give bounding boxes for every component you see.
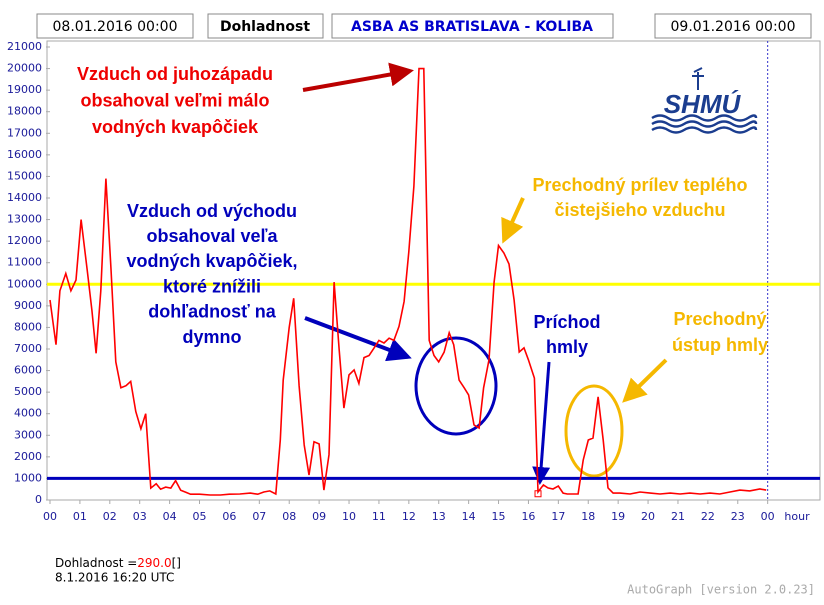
series-line: [49, 67, 767, 496]
plot-frame: [46, 40, 821, 501]
annotation: vodných kvapôčiek: [92, 117, 259, 137]
annotation: vodných kvapôčiek,: [126, 251, 297, 271]
x-tick-label: 10: [342, 510, 356, 523]
start-time: 08.01.2016 00:00: [53, 19, 178, 35]
readout: Dohladnost =290.0[]: [55, 556, 181, 570]
logo-waves: [651, 114, 758, 134]
start-box: [36, 13, 194, 39]
y-tick-label: 13000: [7, 213, 42, 226]
annotation: ústup hmly: [672, 335, 768, 355]
y-tick-label: 14000: [7, 191, 42, 204]
cursor-marker: [534, 490, 542, 498]
readout-value: 290.0: [137, 556, 171, 570]
annotation: obsahoval veľmi málo: [81, 90, 270, 110]
station-box: [331, 13, 614, 39]
x-tick-label: 16: [521, 510, 535, 523]
y-tick-label: 3000: [14, 428, 42, 441]
arrows: [302, 62, 668, 485]
x-tick-label: 07: [252, 510, 266, 523]
y-tick-label: 20000: [7, 62, 42, 75]
arrow: [302, 62, 414, 92]
x-tick-label: 15: [492, 510, 506, 523]
x-axis-unit: hour: [784, 510, 810, 523]
annotation: Vzduch od východu: [127, 201, 297, 221]
y-tick-label: 9000: [14, 299, 42, 312]
annotation: Prechodný: [673, 309, 766, 329]
arrow: [501, 197, 525, 244]
annotation: Vzduch od juhozápadu: [77, 64, 273, 84]
arrow: [622, 358, 668, 403]
y-tick-label: 15000: [7, 169, 42, 182]
annotation: dymno: [182, 327, 241, 347]
y-tick-label: 5000: [14, 385, 42, 398]
x-tick-label: 17: [551, 510, 565, 523]
y-tick-label: 16000: [7, 148, 42, 161]
x-tick-label: 21: [671, 510, 685, 523]
readout-time: 8.1.2016 16:20 UTC: [55, 571, 174, 585]
x-tick-label: 05: [193, 510, 207, 523]
arrow: [304, 316, 412, 362]
x-tick-label: 06: [222, 510, 236, 523]
x-tick-label: 23: [731, 510, 745, 523]
annotation: dohľadnosť na: [148, 302, 277, 322]
highlight-ellipse: [564, 384, 624, 478]
annotation: hmly: [546, 337, 588, 357]
annotation: ktoré znížili: [163, 276, 261, 296]
y-tick-label: 19000: [7, 83, 42, 96]
logo-mast: [692, 67, 704, 90]
x-tick-label: 18: [581, 510, 595, 523]
y-tick-label: 11000: [7, 256, 42, 269]
x-tick-label: 22: [701, 510, 715, 523]
station: ASBA AS BRATISLAVA - KOLIBA: [351, 19, 593, 35]
y-tick-label: 6000: [14, 364, 42, 377]
annotation: obsahoval veľa: [147, 226, 279, 246]
readout-unit: []: [172, 556, 181, 570]
x-tick-label: 20: [641, 510, 655, 523]
x-tick-label: 08: [282, 510, 296, 523]
variable: Dohladnost: [220, 19, 310, 35]
arrow: [532, 361, 551, 485]
highlight-ellipse: [414, 336, 498, 436]
y-tick-label: 8000: [14, 320, 42, 333]
x-tick-label: 14: [462, 510, 476, 523]
x-tick-label: 11: [372, 510, 386, 523]
x-tick-label: 04: [163, 510, 177, 523]
version: AutoGraph [version 2.0.23]: [627, 583, 815, 597]
x-tick-label: 00: [761, 510, 775, 523]
y-tick-label: 12000: [7, 234, 42, 247]
y-tick-label: 4000: [14, 407, 42, 420]
x-tick-label: 00: [43, 510, 57, 523]
x-tick-label: 19: [611, 510, 625, 523]
y-tick-label: 17000: [7, 126, 42, 139]
y-tick-label: 7000: [14, 342, 42, 355]
y-tick-label: 0: [35, 493, 42, 506]
y-tick-label: 2000: [14, 450, 42, 463]
x-tick-label: 01: [73, 510, 87, 523]
y-tick-label: 21000: [7, 40, 42, 53]
annotation: Príchod: [533, 312, 600, 332]
x-tick-label: 12: [402, 510, 416, 523]
logo-text: SHMÚ: [664, 89, 742, 119]
readout-label: Dohladnost =: [55, 556, 137, 570]
y-tick-label: 1000: [14, 471, 42, 484]
annotation: čistejšieho vzduchu: [554, 200, 725, 220]
end-time: 09.01.2016 00:00: [671, 19, 796, 35]
x-tick-label: 03: [133, 510, 147, 523]
variable-box: [207, 13, 324, 39]
annotation: Prechodný prílev teplého: [532, 175, 747, 195]
logo: SHMÚ: [651, 67, 758, 134]
y-tick-label: 10000: [7, 277, 42, 290]
x-tick-label: 02: [103, 510, 117, 523]
x-tick-label: 09: [312, 510, 326, 523]
x-tick-label: 13: [432, 510, 446, 523]
y-tick-label: 18000: [7, 105, 42, 118]
end-box: [654, 13, 812, 39]
